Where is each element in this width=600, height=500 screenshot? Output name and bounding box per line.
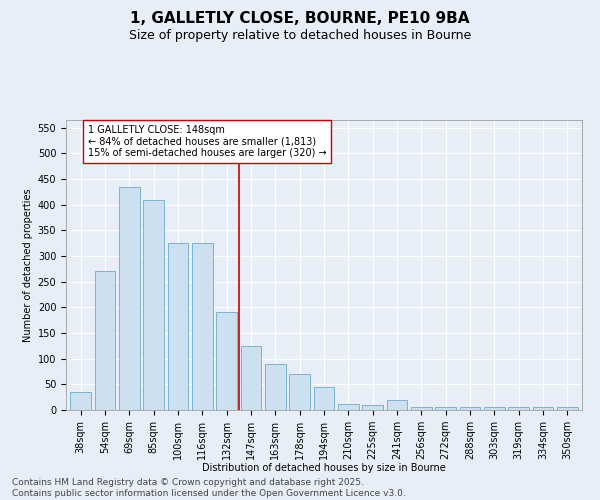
Bar xyxy=(508,408,529,410)
Bar xyxy=(95,272,115,410)
Bar xyxy=(338,404,359,410)
Text: Size of property relative to detached houses in Bourne: Size of property relative to detached ho… xyxy=(129,29,471,42)
Y-axis label: Number of detached properties: Number of detached properties xyxy=(23,188,34,342)
Bar xyxy=(484,408,505,410)
Bar xyxy=(386,400,407,410)
Bar xyxy=(557,408,578,410)
Bar xyxy=(70,392,91,410)
Bar xyxy=(289,374,310,410)
Bar xyxy=(362,405,383,410)
Bar xyxy=(533,408,553,410)
Bar xyxy=(119,186,140,410)
Bar xyxy=(216,312,237,410)
Bar xyxy=(460,408,481,410)
Bar xyxy=(265,364,286,410)
Text: Contains HM Land Registry data © Crown copyright and database right 2025.
Contai: Contains HM Land Registry data © Crown c… xyxy=(12,478,406,498)
Bar xyxy=(143,200,164,410)
Bar xyxy=(411,408,432,410)
Bar xyxy=(192,243,212,410)
Bar xyxy=(167,243,188,410)
Text: 1, GALLETLY CLOSE, BOURNE, PE10 9BA: 1, GALLETLY CLOSE, BOURNE, PE10 9BA xyxy=(130,11,470,26)
Bar xyxy=(314,387,334,410)
Bar xyxy=(241,346,262,410)
X-axis label: Distribution of detached houses by size in Bourne: Distribution of detached houses by size … xyxy=(202,464,446,473)
Text: 1 GALLETLY CLOSE: 148sqm
← 84% of detached houses are smaller (1,813)
15% of sem: 1 GALLETLY CLOSE: 148sqm ← 84% of detach… xyxy=(88,125,326,158)
Bar xyxy=(436,408,456,410)
